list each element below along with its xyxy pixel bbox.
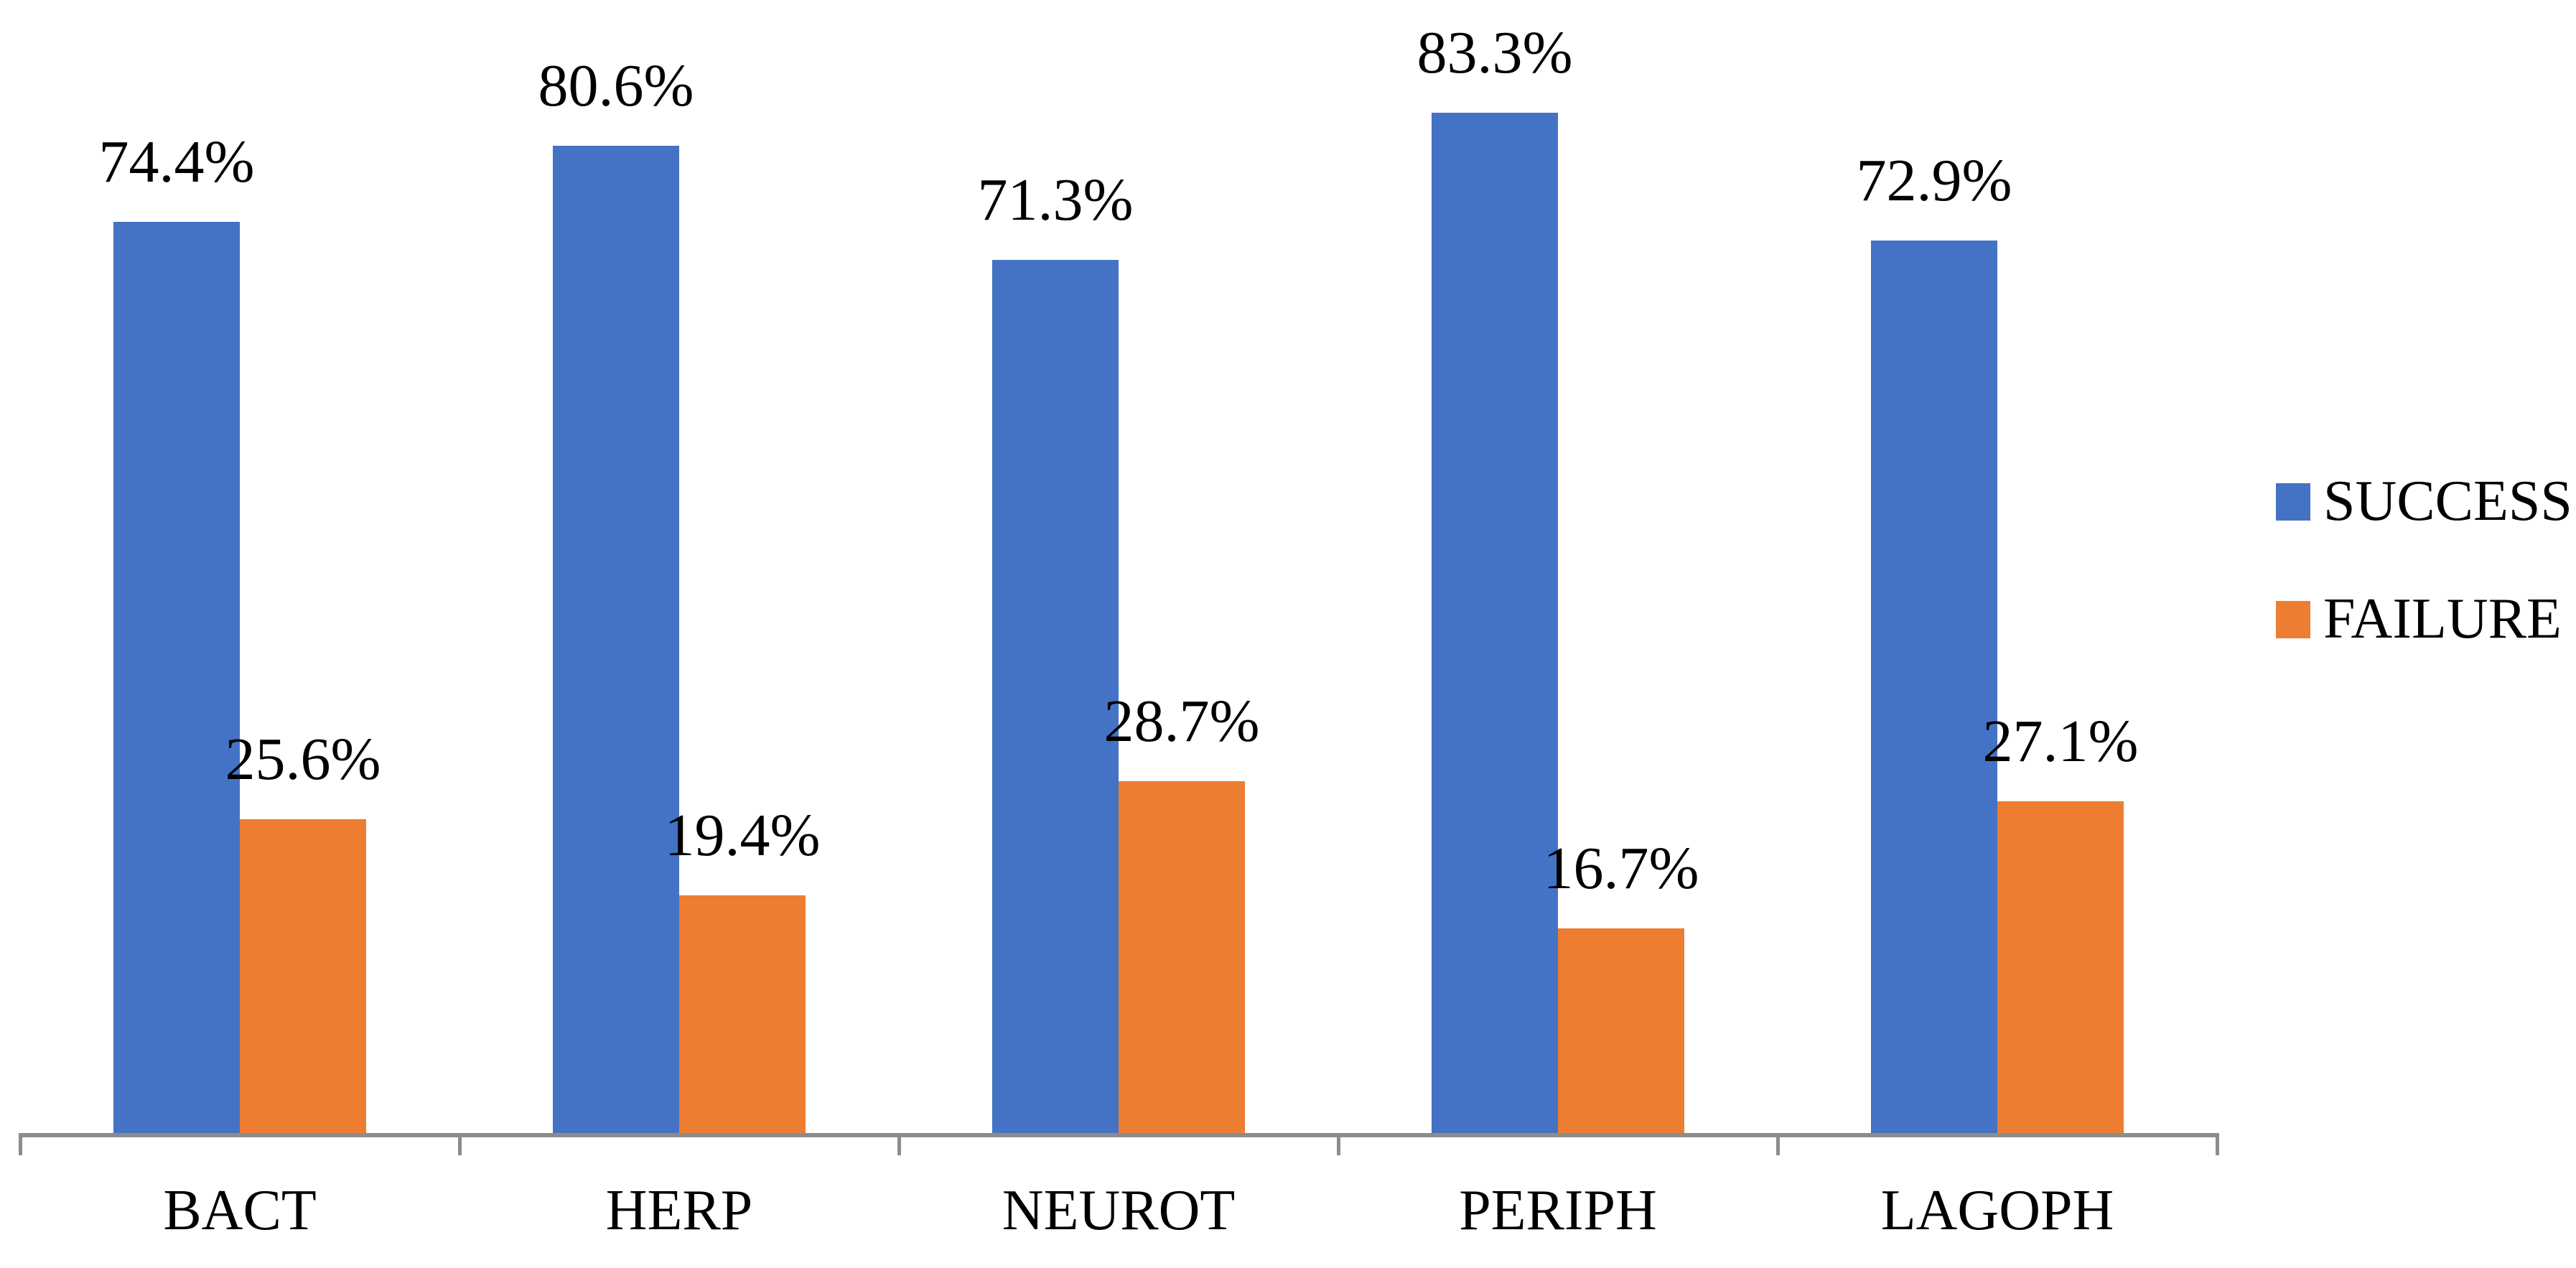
x-axis-tick — [19, 1133, 22, 1155]
bar-success-lagoph — [1871, 240, 1997, 1133]
bar-failure-bact — [240, 819, 366, 1133]
data-label-success-lagoph: 72.9% — [1856, 146, 2012, 214]
bar-success-neurot — [992, 259, 1119, 1133]
data-label-failure-herp: 19.4% — [664, 802, 821, 870]
x-axis-tick — [1776, 1133, 1780, 1155]
bar-failure-periph — [1558, 928, 1684, 1133]
legend-swatch-failure-icon — [2276, 601, 2310, 638]
category-label-bact: BACT — [163, 1179, 317, 1242]
legend-label-success: SUCCESS — [2323, 470, 2572, 533]
bar-success-bact — [113, 221, 240, 1133]
bar-failure-herp — [679, 895, 806, 1133]
bar-failure-neurot — [1119, 781, 1245, 1133]
legend-swatch-success-icon — [2276, 483, 2310, 521]
x-axis-tick — [458, 1133, 462, 1155]
data-label-failure-periph: 16.7% — [1543, 835, 1699, 903]
category-label-lagoph: LAGOPH — [1880, 1179, 2114, 1242]
data-label-success-bact: 74.4% — [98, 128, 255, 195]
data-label-failure-lagoph: 27.1% — [1982, 707, 2139, 775]
x-axis-line — [20, 1133, 2217, 1137]
legend-label-failure: FAILURE — [2323, 587, 2562, 651]
data-label-success-neurot: 71.3% — [977, 166, 1134, 233]
category-label-periph: PERIPH — [1459, 1179, 1657, 1242]
data-label-failure-neurot: 28.7% — [1103, 688, 1260, 755]
legend-item-failure: FAILURE — [2276, 590, 2562, 648]
category-label-neurot: NEUROT — [1002, 1179, 1236, 1242]
x-axis-tick — [897, 1133, 901, 1155]
bar-success-herp — [553, 146, 679, 1133]
category-label-herp: HERP — [605, 1179, 753, 1242]
bar-failure-lagoph — [1997, 801, 2124, 1133]
x-axis-tick — [2216, 1133, 2219, 1155]
legend-item-success: SUCCESS — [2276, 472, 2572, 530]
data-label-success-herp: 80.6% — [538, 52, 694, 120]
data-label-failure-bact: 25.6% — [225, 726, 381, 793]
x-axis-tick — [1337, 1133, 1340, 1155]
bar-success-periph — [1432, 113, 1558, 1133]
data-label-success-periph: 83.3% — [1417, 19, 1573, 87]
